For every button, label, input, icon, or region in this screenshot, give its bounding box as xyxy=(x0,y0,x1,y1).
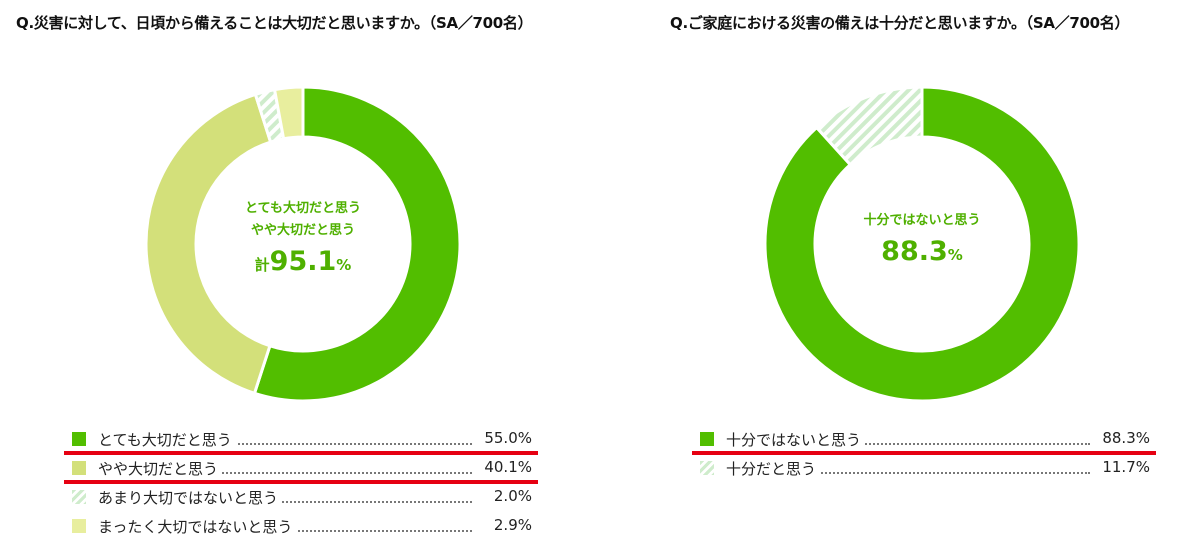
legend-swatch xyxy=(700,432,714,446)
legend-value: 40.1% xyxy=(478,458,532,476)
center-total-unit: % xyxy=(947,246,963,264)
chart-panel-preparedness: Q.ご家庭における災害の備えは十分だと思いますか。（SA／700名） 十分ではな… xyxy=(600,0,1202,555)
legend-item: とても大切だと思う 55.0% xyxy=(64,428,538,455)
donut-slice xyxy=(814,85,924,167)
legend-value: 55.0% xyxy=(478,429,532,447)
legend-label: とても大切だと思う xyxy=(98,429,236,450)
highlight-underline xyxy=(64,451,538,455)
legend-label: 十分だと思う xyxy=(726,458,821,479)
legend-value: 2.9% xyxy=(487,516,532,534)
legend-swatch xyxy=(72,432,86,446)
legend-item: 十分だと思う 11.7% xyxy=(700,457,1150,481)
legend-leader-dots xyxy=(98,472,472,474)
center-total: 88.3% xyxy=(822,236,1022,267)
center-label-line: 十分ではないと思う xyxy=(863,213,981,228)
legend-leader-dots xyxy=(726,472,1090,474)
center-total-value: 88.3 xyxy=(881,236,948,267)
legend-label: あまり大切ではないと思う xyxy=(98,487,283,508)
legend-swatch xyxy=(72,461,86,475)
donut-center-summary: 十分ではないと思う 88.3% xyxy=(822,210,1022,267)
chart-title: Q.災害に対して、日頃から備えることは大切だと思いますか。（SA／700名） xyxy=(16,14,533,32)
legend-swatch xyxy=(72,490,86,504)
legend-item: まったく大切ではないと思う 2.9% xyxy=(72,515,532,539)
donut-slice xyxy=(763,85,1081,403)
donut-slice xyxy=(272,85,305,141)
center-total: 計95.1% xyxy=(203,246,403,277)
donut-slice xyxy=(144,92,273,396)
legend-item: あまり大切ではないと思う 2.0% xyxy=(72,486,532,510)
legend-label: やや大切だと思う xyxy=(98,458,223,479)
center-total-value: 95.1 xyxy=(269,246,337,277)
chart-legend: 十分ではないと思う 88.3% 十分だと思う 11.7% xyxy=(692,428,1156,486)
legend-value: 88.3% xyxy=(1096,429,1150,447)
donut-chart-importance xyxy=(144,85,462,403)
center-label-line: やや大切だと思う xyxy=(250,223,355,238)
legend-item: 十分ではないと思う 88.3% xyxy=(692,428,1156,455)
center-total-unit: % xyxy=(336,256,352,274)
legend-label: まったく大切ではないと思う xyxy=(98,516,297,537)
legend-leader-dots xyxy=(98,501,472,503)
legend-leader-dots xyxy=(98,443,472,445)
center-label-line: とても大切だと思う xyxy=(245,201,361,216)
donut-chart-preparedness xyxy=(763,85,1081,403)
legend-item: やや大切だと思う 40.1% xyxy=(64,457,538,484)
legend-leader-dots xyxy=(726,443,1090,445)
donut-center-summary: とても大切だと思う やや大切だと思う 計95.1% xyxy=(203,198,403,277)
highlight-underline xyxy=(692,451,1156,455)
legend-value: 2.0% xyxy=(487,487,532,505)
chart-panel-importance: Q.災害に対して、日頃から備えることは大切だと思いますか。（SA／700名） と… xyxy=(0,0,600,555)
donut-slice xyxy=(252,85,462,403)
legend-swatch xyxy=(72,519,86,533)
legend-label: 十分ではないと思う xyxy=(726,429,866,450)
legend-swatch xyxy=(700,461,714,475)
highlight-underline xyxy=(64,480,538,484)
chart-legend: とても大切だと思う 55.0% やや大切だと思う 40.1% あまり大切ではないと思う 2… xyxy=(64,428,538,544)
legend-value: 11.7% xyxy=(1096,458,1150,476)
chart-title: Q.ご家庭における災害の備えは十分だと思いますか。（SA／700名） xyxy=(670,14,1130,32)
center-total-prefix: 計 xyxy=(254,256,270,274)
